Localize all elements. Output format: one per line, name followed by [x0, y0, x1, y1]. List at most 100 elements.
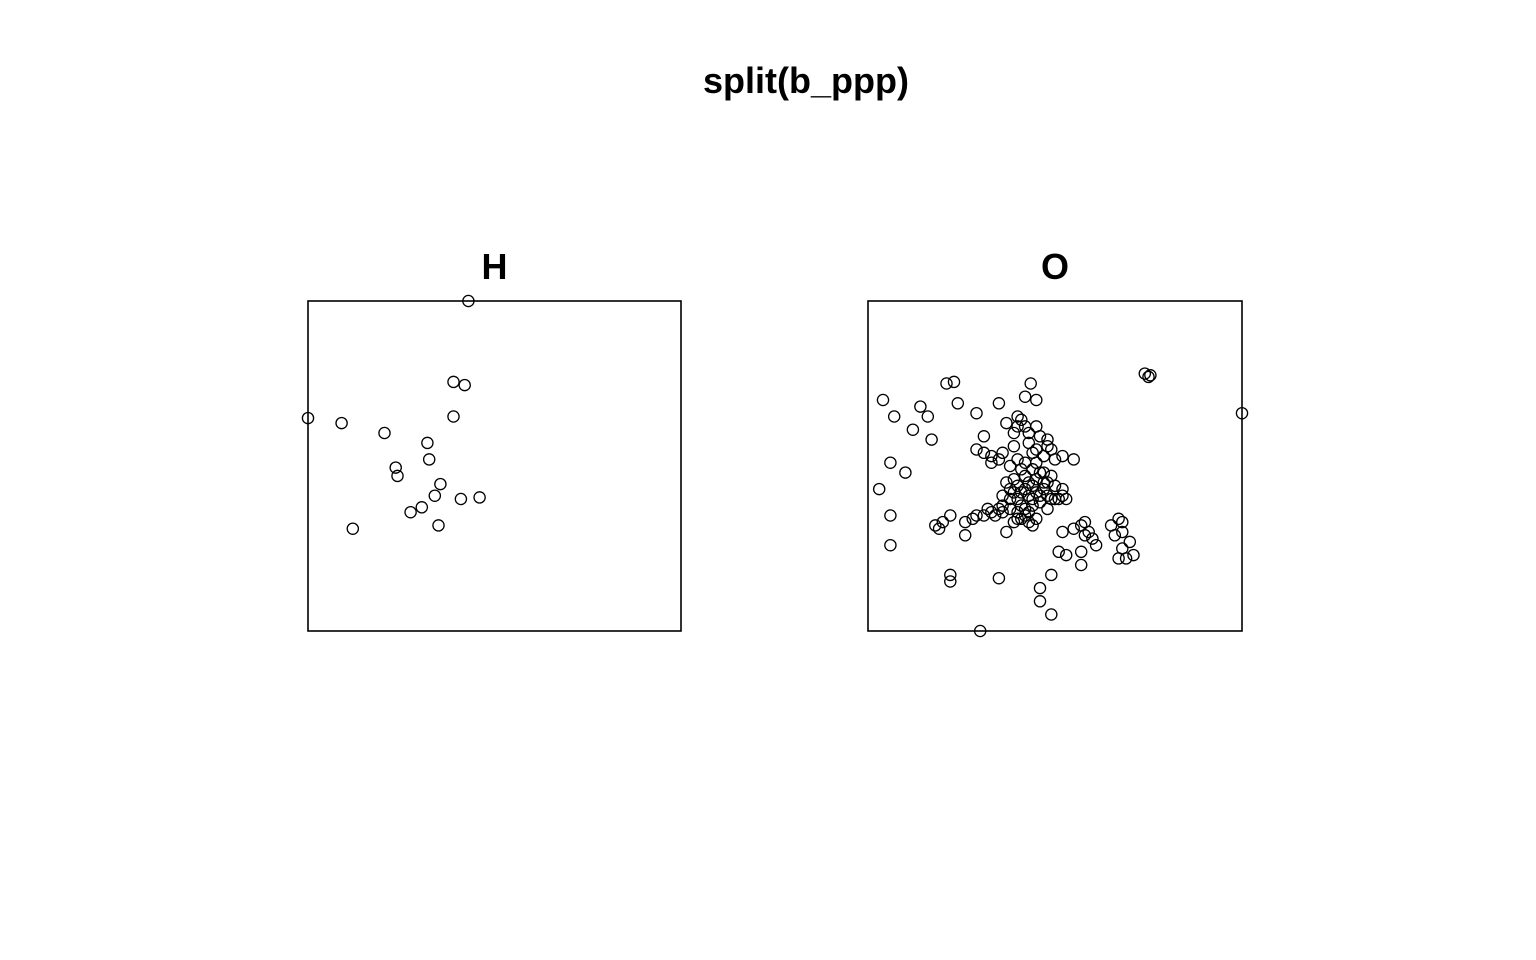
- point-o-71: [1045, 492, 1058, 506]
- point-o-126: [1037, 476, 1051, 489]
- point-o-24: [932, 522, 946, 535]
- point-o-95: [1123, 535, 1137, 549]
- point-o-1: [1142, 370, 1155, 384]
- point-h-15: [432, 519, 445, 532]
- point-o-133: [981, 502, 994, 516]
- point-o-61: [996, 499, 1009, 512]
- point-h-12: [346, 522, 360, 535]
- point-o-102: [1074, 558, 1088, 572]
- point-o-21: [884, 509, 897, 522]
- point-o-148: [1011, 420, 1024, 433]
- point-o-11: [947, 375, 961, 389]
- point-h-17: [458, 378, 471, 392]
- point-o-43: [1030, 443, 1043, 456]
- point-o-78: [1026, 519, 1039, 532]
- point-o-23: [929, 519, 942, 532]
- point-o-87: [1074, 545, 1088, 559]
- point-o-85: [1082, 525, 1095, 539]
- point-o-91: [1108, 529, 1122, 542]
- point-h-9: [428, 489, 442, 502]
- point-o-101: [1059, 548, 1073, 562]
- point-o-86: [1086, 532, 1099, 545]
- point-o-40: [1011, 410, 1024, 423]
- point-o-112: [1007, 486, 1021, 499]
- point-o-105: [1033, 595, 1047, 608]
- point-o-147: [1030, 420, 1043, 433]
- point-o-60: [1003, 492, 1017, 506]
- point-h-10: [454, 492, 468, 506]
- main-title: split(b_ppp): [703, 60, 909, 101]
- point-o-132: [988, 509, 1002, 522]
- point-o-108: [992, 571, 1006, 585]
- point-o-125: [1048, 492, 1062, 506]
- point-h-3: [378, 426, 391, 440]
- point-h-14: [415, 501, 429, 514]
- point-o-52: [1018, 469, 1032, 483]
- point-o-93: [1116, 515, 1129, 529]
- point-o-81: [1056, 525, 1069, 539]
- point-o-65: [1003, 502, 1017, 516]
- point-o-127: [1026, 492, 1039, 506]
- point-o-29: [970, 509, 983, 522]
- point-o-26: [944, 509, 957, 522]
- point-o-59: [1022, 476, 1036, 489]
- point-o-58: [1015, 486, 1028, 499]
- point-o-118: [1018, 482, 1032, 496]
- point-o-32: [977, 430, 991, 443]
- point-h-5: [422, 453, 436, 466]
- point-o-107: [973, 624, 987, 638]
- point-o-6: [906, 423, 920, 436]
- point-o-88: [1078, 529, 1092, 542]
- point-o-14: [992, 397, 1006, 410]
- point-o-138: [1026, 446, 1039, 460]
- point-o-33: [985, 456, 998, 469]
- point-o-123: [1033, 489, 1047, 502]
- point-o-19: [899, 466, 912, 479]
- point-o-8: [921, 410, 935, 423]
- point-h-1: [301, 411, 315, 425]
- point-o-55: [1037, 466, 1051, 479]
- point-o-110: [944, 575, 957, 588]
- point-o-98: [1112, 552, 1125, 565]
- point-o-142: [1007, 439, 1021, 453]
- panel-o: O: [867, 246, 1249, 638]
- point-o-143: [1022, 426, 1036, 440]
- point-o-17: [1030, 393, 1043, 407]
- point-o-37: [1000, 416, 1013, 430]
- point-o-18: [884, 456, 897, 469]
- point-o-122: [1003, 482, 1017, 496]
- point-o-27: [958, 515, 972, 529]
- point-h-2: [335, 416, 348, 430]
- window-frame-h: [307, 300, 682, 632]
- point-o-20: [872, 482, 886, 496]
- point-o-9: [925, 433, 938, 446]
- point-o-129: [1011, 512, 1024, 526]
- point-h-13: [404, 505, 417, 519]
- point-o-146: [1045, 443, 1058, 456]
- point-o-46: [1056, 449, 1069, 463]
- point-o-137: [1037, 449, 1051, 463]
- point-o-13: [970, 406, 983, 420]
- point-o-89: [1089, 538, 1103, 552]
- point-o-82: [1067, 522, 1080, 535]
- point-o-34: [985, 449, 998, 463]
- point-o-121: [996, 489, 1009, 502]
- point-o-76: [1022, 515, 1036, 529]
- point-o-5: [887, 410, 901, 423]
- point-o-30: [977, 446, 991, 460]
- point-h-4: [421, 436, 434, 450]
- points-h: [301, 294, 486, 535]
- point-o-47: [1067, 453, 1080, 466]
- point-o-15: [1024, 377, 1037, 390]
- point-o-25: [936, 515, 950, 529]
- point-o-134: [1022, 505, 1036, 519]
- point-o-92: [1112, 512, 1125, 526]
- point-o-97: [1119, 552, 1133, 565]
- point-o-106: [1045, 608, 1058, 621]
- point-h-16: [447, 375, 460, 389]
- point-o-116: [1037, 482, 1051, 496]
- point-o-73: [1056, 489, 1069, 502]
- point-o-3: [1235, 406, 1249, 420]
- point-o-31: [970, 443, 983, 456]
- point-o-39: [1015, 413, 1028, 427]
